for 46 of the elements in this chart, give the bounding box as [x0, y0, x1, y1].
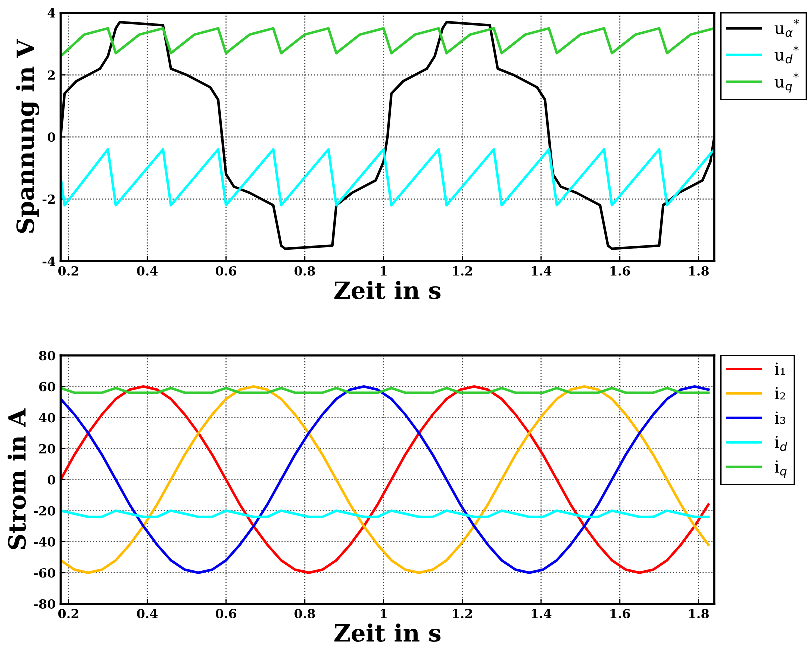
- legend-label: i₂: [775, 387, 786, 400]
- x-tick-label: 0.4: [137, 266, 158, 276]
- x-axis-title: Zeit in s: [334, 281, 441, 300]
- x-tick-label: 0.6: [216, 609, 236, 619]
- y-tick-label: 4: [48, 8, 56, 18]
- x-tick-label: 1.2: [453, 609, 472, 619]
- y-axis-title: Spannung in V: [16, 39, 40, 234]
- y-tick-label: -40: [34, 537, 56, 547]
- x-tick-label: 1.8: [689, 266, 710, 276]
- x-tick-label: 1.6: [610, 609, 630, 619]
- x-tick-label: 1.8: [689, 609, 710, 619]
- legend-label: i₁: [775, 362, 786, 376]
- x-tick-label: 0.6: [216, 266, 236, 276]
- legend-label: u$_{α}$$^{*}$: [774, 19, 800, 38]
- line-series: [60, 27, 715, 58]
- x-tick-label: 0.4: [137, 609, 158, 619]
- x-tick-label: 0.2: [58, 266, 79, 276]
- x-axis-title: Zeit in s: [334, 624, 441, 642]
- x-tick-label: 1.2: [453, 266, 472, 276]
- line-series: [60, 386, 710, 574]
- y-axis-title: Strom in A: [8, 408, 26, 550]
- y-tick-label: 40: [39, 413, 56, 423]
- legend-label: i₃: [775, 412, 786, 424]
- legend-label: i$_{q}$: [775, 460, 787, 478]
- y-tick-label: 0: [48, 132, 56, 142]
- legend-label: i$_{d}$: [775, 436, 788, 452]
- x-tick-label: 0.8: [294, 609, 316, 619]
- legend-label: u$_{q}$$^{*}$: [774, 72, 799, 93]
- y-tick-label: -80: [34, 599, 56, 609]
- y-tick-label: -20: [34, 506, 56, 516]
- x-tick-label: 1: [380, 266, 387, 276]
- y-tick-label: -4: [42, 256, 56, 266]
- x-tick-label: 0.8: [294, 266, 316, 276]
- y-tick-label: 60: [39, 382, 56, 392]
- y-tick-label: 20: [39, 444, 56, 454]
- legend-label: u$_{d}$$^{*}$: [774, 46, 799, 64]
- y-tick-label: 80: [39, 351, 56, 361]
- y-tick-label: 2: [48, 70, 55, 80]
- y-tick-label: 0: [48, 475, 56, 485]
- x-tick-label: 1: [380, 609, 387, 618]
- y-tick-label: -2: [42, 194, 55, 204]
- x-tick-label: 0.2: [58, 609, 79, 619]
- x-tick-label: 1.4: [532, 609, 552, 619]
- y-tick-label: -60: [34, 568, 56, 578]
- x-tick-label: 1.4: [532, 266, 552, 276]
- x-tick-label: 1.6: [610, 266, 630, 276]
